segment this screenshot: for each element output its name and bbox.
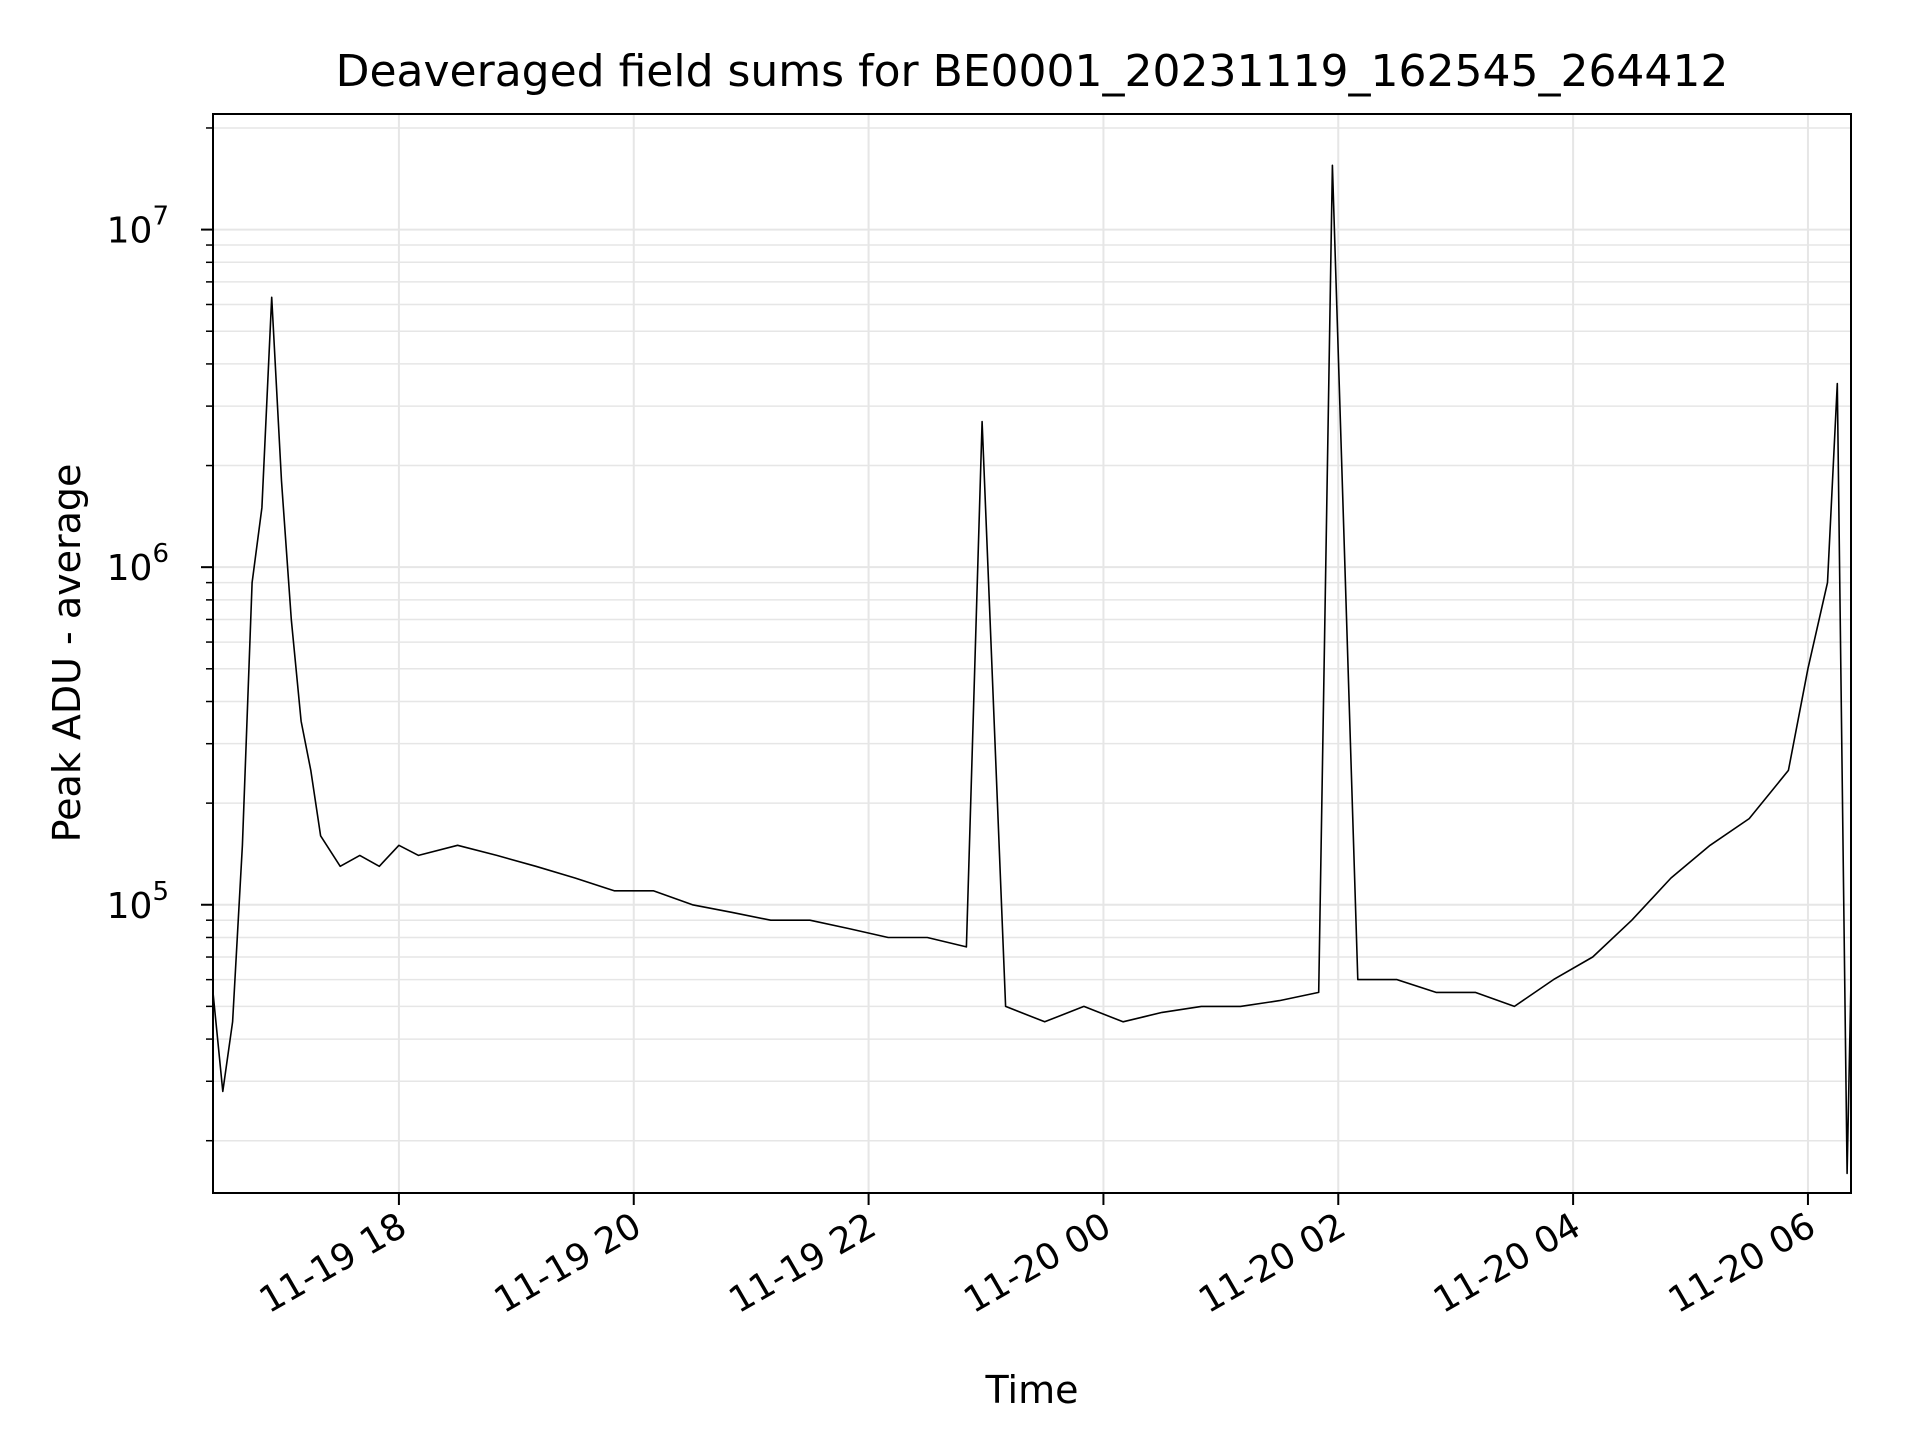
x-tick-label: 11-20 00 <box>957 1205 1118 1321</box>
y-tick-label: 106 <box>107 539 169 589</box>
x-axis-label: Time <box>985 1368 1079 1412</box>
x-tick-label: 11-19 22 <box>722 1205 883 1321</box>
chart-title: Deaveraged field sums for BE0001_2023111… <box>336 46 1729 97</box>
grid <box>213 114 1851 1193</box>
ticks: 11-19 18 11-19 20 11-19 22 11-20 00 11-20 02… <box>107 127 1823 1322</box>
x-tick-label: 11-20 06 <box>1662 1205 1823 1321</box>
axes <box>212 113 1852 1194</box>
x-tick-label: 11-19 20 <box>488 1205 649 1321</box>
series-line <box>212 164 1852 1175</box>
x-tick-label: 11-19 18 <box>253 1205 414 1321</box>
y-tick-label: 107 <box>107 202 169 252</box>
plot-frame <box>212 113 1852 1194</box>
y-axis-label: Peak ADU - average <box>45 464 89 843</box>
x-tick-label: 11-20 02 <box>1192 1205 1353 1321</box>
series-layer <box>212 164 1852 1175</box>
y-tick-label: 105 <box>107 877 169 927</box>
x-tick-label: 11-20 04 <box>1427 1205 1588 1321</box>
